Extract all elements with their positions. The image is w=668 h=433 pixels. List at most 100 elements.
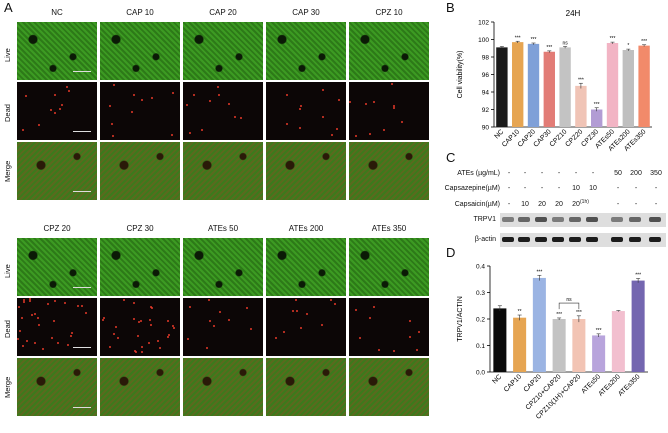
dead-cell-dot	[393, 350, 395, 352]
dead-cell-dot	[34, 342, 36, 344]
panel-a-column-label: CPZ 10	[375, 8, 403, 17]
micrograph-live	[17, 22, 97, 80]
capsaicin-note: (1h)	[580, 199, 589, 205]
blot-condition-value: -	[654, 201, 658, 208]
blot-band	[569, 237, 581, 242]
dead-cell-dot	[85, 312, 87, 314]
dead-cell-dot	[64, 302, 66, 304]
blot-condition-label: Capsazepine(µM)	[444, 185, 500, 192]
dead-cell-dot	[109, 105, 111, 107]
blot-band	[629, 237, 641, 242]
micrograph-dead	[100, 82, 180, 140]
dead-cell-dot	[228, 103, 230, 105]
significance-label: ***	[578, 77, 584, 83]
dead-cell-dot	[334, 303, 336, 305]
dead-cell-dot	[77, 305, 79, 307]
micrograph-merge	[183, 142, 263, 200]
micrograph-dead	[349, 298, 429, 356]
y-tick-label: 98	[482, 55, 490, 62]
dead-cell-dot	[299, 127, 301, 129]
y-tick-label: 90	[482, 125, 490, 132]
dead-cell-dot	[378, 349, 380, 351]
blot-condition-value: -	[616, 185, 620, 192]
panel-letter-d: D	[446, 245, 456, 260]
dead-cell-dot	[173, 327, 175, 329]
micrograph-merge	[266, 358, 346, 416]
bar	[493, 308, 507, 372]
panel-a-row-label: Live	[3, 48, 12, 62]
significance-label: ***	[576, 310, 582, 316]
dead-cell-dot	[54, 94, 56, 96]
dead-cell-dot	[157, 340, 159, 342]
dead-cell-dot	[117, 337, 119, 339]
panel-a-row-label: Live	[3, 264, 12, 278]
blot-condition-value: -	[507, 201, 511, 208]
scale-bar	[73, 131, 91, 132]
micrograph-live	[100, 22, 180, 80]
x-tick-label: ATEs350	[617, 373, 642, 398]
dead-cell-dot	[66, 86, 68, 88]
dead-cell-dot	[112, 135, 114, 137]
dead-cell-dot	[296, 310, 298, 312]
y-tick-label: 92	[482, 107, 490, 114]
micrograph-live	[183, 238, 263, 296]
dead-cell-dot	[299, 108, 301, 110]
scale-bar	[73, 191, 91, 192]
dead-cell-dot	[369, 133, 371, 135]
blot-strip	[500, 233, 666, 247]
dead-cell-dot	[34, 313, 36, 315]
dead-cell-dot	[338, 99, 340, 101]
dead-cell-dot	[409, 336, 411, 338]
dead-cell-dot	[167, 320, 169, 322]
dead-cell-dot	[172, 325, 174, 327]
dead-cell-dot	[186, 104, 188, 106]
scale-bar	[73, 347, 91, 348]
dead-cell-dot	[393, 105, 395, 107]
micrograph-dead	[349, 82, 429, 140]
dead-cell-dot	[140, 320, 142, 322]
chart-title: 24H	[566, 9, 581, 18]
significance-label: ***	[594, 102, 600, 108]
significance-label: ns	[562, 41, 568, 47]
blot-band	[629, 217, 641, 222]
dead-cell-dot	[217, 86, 219, 88]
micrograph-merge	[349, 358, 429, 416]
micrograph-merge	[100, 358, 180, 416]
bar	[572, 319, 586, 372]
dead-cell-dot	[283, 331, 285, 333]
blot-condition-value: -	[574, 170, 578, 177]
panel-a-row-label: Merge	[3, 160, 12, 182]
micrograph-live	[266, 238, 346, 296]
dead-cell-dot	[218, 94, 220, 96]
dead-cell-dot	[38, 324, 40, 326]
micrograph-merge	[183, 358, 263, 416]
bar	[532, 277, 546, 372]
dead-cell-dot	[369, 317, 371, 319]
dead-cell-dot	[234, 116, 236, 118]
blot-condition-value: -	[591, 170, 595, 177]
blot-condition-value: 20	[572, 201, 580, 208]
dead-cell-dot	[336, 128, 338, 130]
dead-cell-dot	[149, 319, 151, 321]
panel-a-column-label: CPZ 30	[126, 224, 154, 233]
dead-cell-dot	[123, 299, 125, 301]
dead-cell-dot	[286, 123, 288, 125]
micrograph-merge	[266, 142, 346, 200]
panel-a-column-label: ATEs 200	[288, 224, 324, 233]
dead-cell-dot	[240, 117, 242, 119]
dead-cell-dot	[219, 311, 221, 313]
dead-cell-dot	[306, 313, 308, 315]
micrograph-live	[349, 238, 429, 296]
blot-condition-value: 200	[630, 170, 642, 177]
dead-cell-dot	[150, 324, 152, 326]
panel-a-row-label: Dead	[3, 320, 12, 338]
micrograph-dead	[100, 298, 180, 356]
panel-letter-c: C	[446, 150, 456, 165]
dead-cell-dot	[131, 111, 133, 113]
dead-cell-dot	[359, 337, 361, 339]
micrograph-merge	[100, 142, 180, 200]
y-axis-label: Cell viability(%)	[457, 51, 464, 99]
blot-condition-value: -	[616, 201, 620, 208]
blot-condition-value: -	[507, 170, 511, 177]
dead-cell-dot	[81, 305, 83, 307]
